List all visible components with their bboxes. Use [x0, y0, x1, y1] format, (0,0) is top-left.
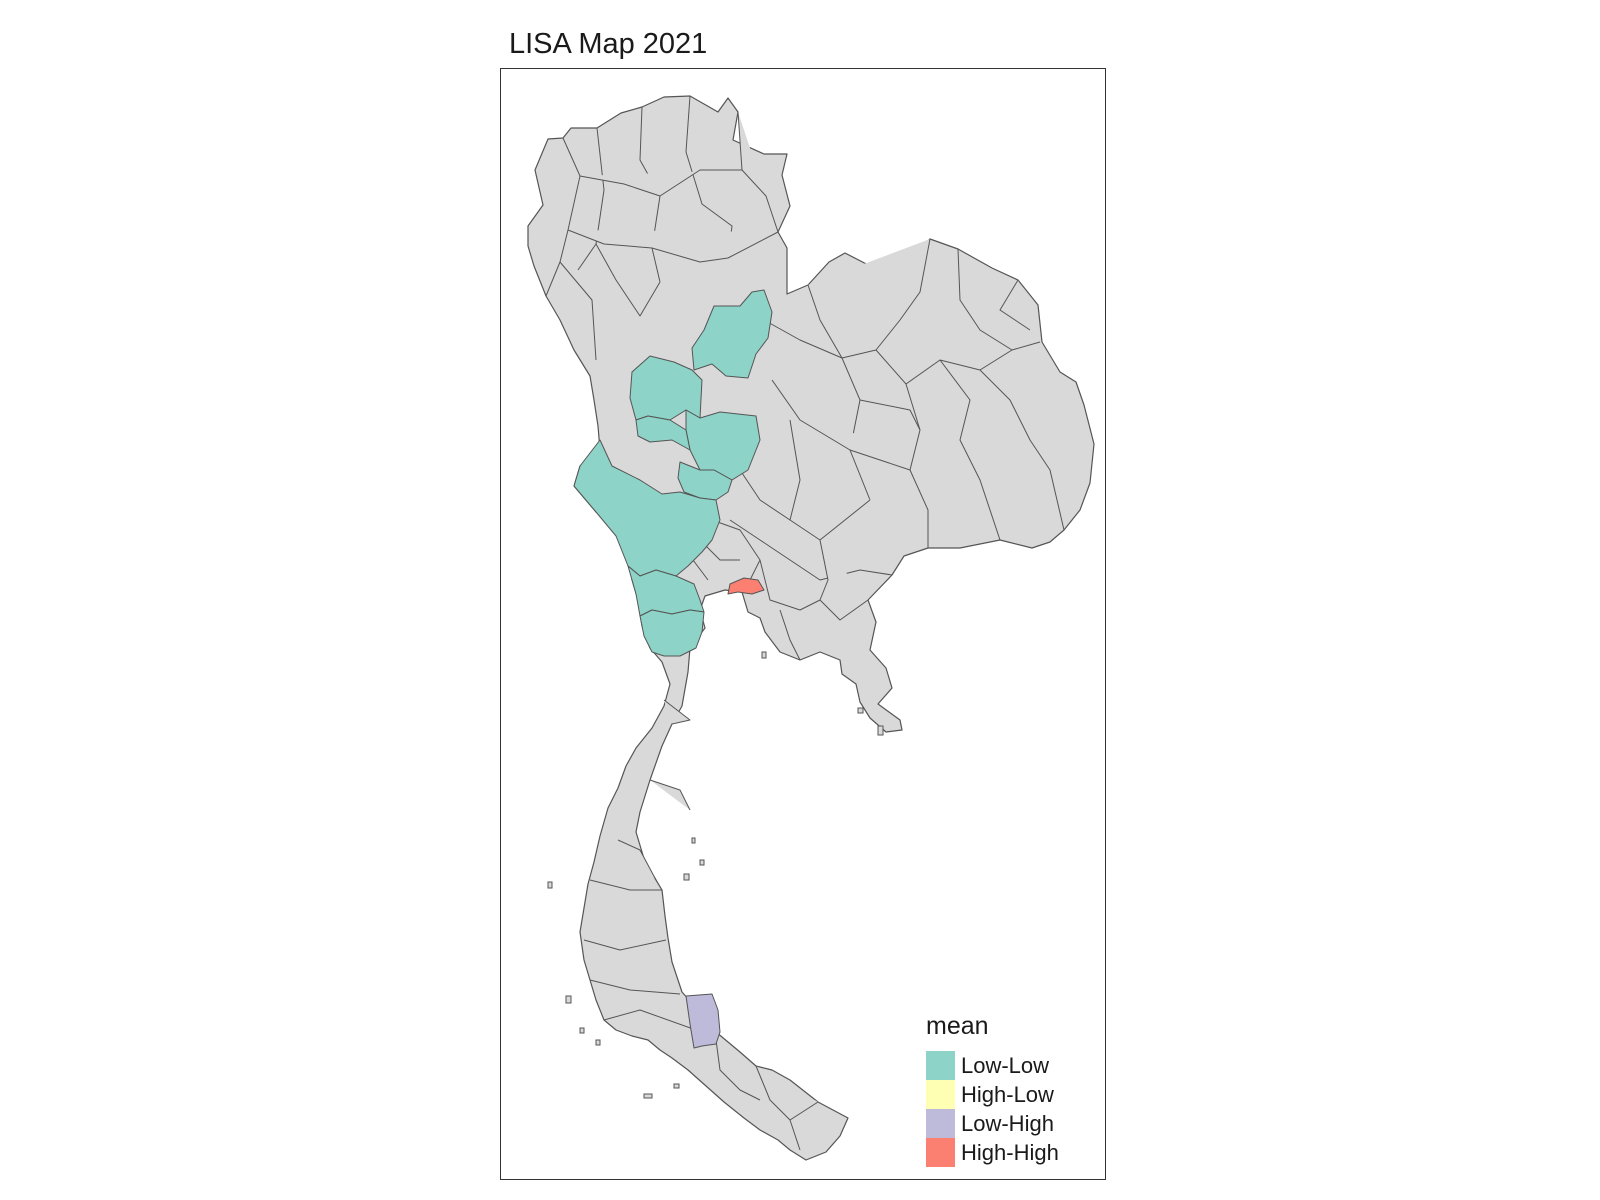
legend-swatch	[926, 1109, 955, 1138]
province-low-low	[639, 609, 705, 657]
province-low-high	[685, 993, 721, 1049]
legend-label: Low-High	[961, 1110, 1054, 1136]
legend-item-low-high: Low-High	[926, 1109, 1059, 1138]
low-low-provinces	[573, 289, 773, 657]
legend-label: High-High	[961, 1139, 1059, 1165]
province-low-low	[677, 461, 733, 501]
legend-swatch	[926, 1138, 955, 1167]
legend-item-high-low: High-Low	[926, 1080, 1059, 1109]
province-high-high	[727, 577, 765, 595]
legend-label: Low-Low	[961, 1052, 1050, 1078]
map-title: LISA Map 2021	[509, 28, 708, 60]
province-borders	[545, 95, 1065, 1151]
legend-swatch	[926, 1051, 955, 1080]
province-low-low	[635, 415, 691, 451]
province-low-low	[573, 439, 721, 577]
legend-item-high-high: High-High	[926, 1138, 1059, 1167]
legend-swatch	[926, 1080, 955, 1109]
legend-label: High-Low	[961, 1081, 1054, 1107]
province-low-low	[691, 289, 773, 379]
legend-item-low-low: Low-Low	[926, 1051, 1059, 1080]
legend: mean Low-Low High-Low Low-High High-High	[926, 1012, 1059, 1167]
islands	[547, 651, 884, 1099]
legend-title: mean	[926, 1012, 989, 1040]
